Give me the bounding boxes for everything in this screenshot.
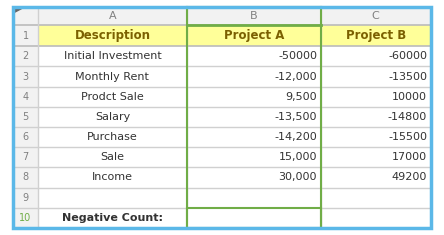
Text: -50000: -50000 (278, 51, 317, 61)
Text: -15500: -15500 (388, 132, 427, 142)
Text: 10000: 10000 (392, 92, 427, 102)
Text: B: B (250, 11, 258, 21)
Polygon shape (13, 7, 24, 13)
Text: Project B: Project B (345, 29, 406, 42)
Text: Negative Count:: Negative Count: (62, 213, 163, 223)
Text: Project A: Project A (224, 29, 284, 42)
Text: -14,200: -14,200 (274, 132, 317, 142)
Text: A: A (109, 11, 116, 21)
Text: 8: 8 (23, 172, 28, 183)
Text: 3: 3 (23, 72, 28, 82)
Text: 1: 1 (23, 31, 28, 41)
Text: Monthly Rent: Monthly Rent (75, 72, 149, 82)
Text: Initial Investment: Initial Investment (63, 51, 161, 61)
Text: 7: 7 (22, 152, 29, 162)
Text: 2: 2 (22, 51, 29, 61)
Text: C: C (372, 11, 380, 21)
Bar (13, 7, 38, 228)
Text: Prodct Sale: Prodct Sale (81, 92, 144, 102)
Text: Income: Income (92, 172, 133, 183)
Text: 49200: 49200 (392, 172, 427, 183)
Text: -14800: -14800 (388, 112, 427, 122)
Text: 5: 5 (22, 112, 29, 122)
Text: Purchase: Purchase (87, 132, 138, 142)
Text: -13,500: -13,500 (274, 112, 317, 122)
Text: -12,000: -12,000 (274, 72, 317, 82)
Bar (187, 208, 321, 228)
Text: Salary: Salary (95, 112, 130, 122)
Text: -13500: -13500 (388, 72, 427, 82)
Text: 30,000: 30,000 (278, 172, 317, 183)
Text: Description: Description (75, 29, 151, 42)
Bar (38, 25, 431, 46)
Text: 4: 4 (23, 92, 28, 102)
Text: Sale: Sale (100, 152, 124, 162)
Text: 6: 6 (23, 132, 28, 142)
Text: 9,500: 9,500 (285, 92, 317, 102)
Text: 17000: 17000 (392, 152, 427, 162)
Text: 15,000: 15,000 (278, 152, 317, 162)
Text: 9: 9 (23, 193, 28, 203)
Text: 10: 10 (20, 213, 32, 223)
Text: -60000: -60000 (388, 51, 427, 61)
Bar (13, 7, 431, 25)
